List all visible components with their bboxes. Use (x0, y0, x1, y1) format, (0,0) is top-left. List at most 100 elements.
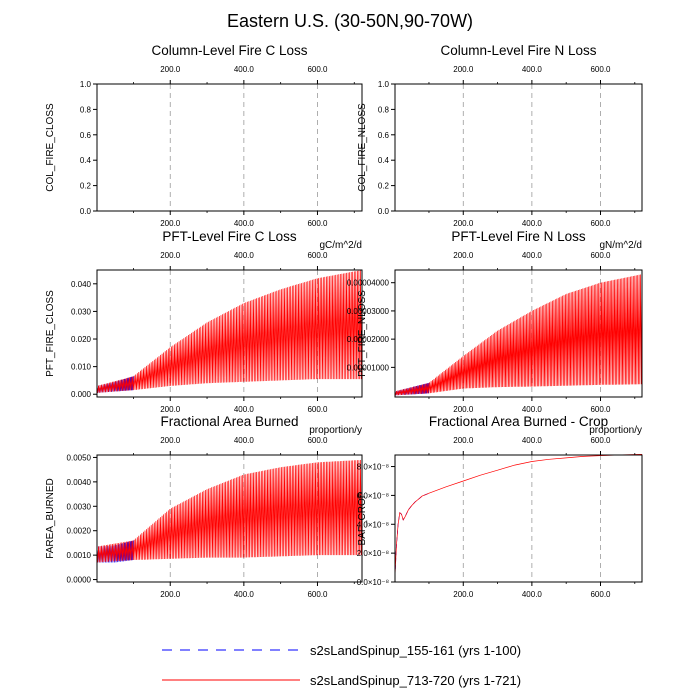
x-tick-label-top: 400.0 (234, 65, 255, 74)
figure-title: Eastern U.S. (30-50N,90-70W) (227, 11, 473, 31)
x-tick-label-bottom: 200.0 (160, 405, 181, 414)
x-tick-label-top: 600.0 (590, 65, 611, 74)
x-tick-label-bottom: 200.0 (453, 590, 474, 599)
y-axis-label: BAF_CROP (357, 491, 368, 545)
y-tick-label: 0.0 (80, 207, 92, 216)
y-axis-label: PFT_FIRE_CLOSS (45, 290, 56, 377)
y-tick-label: 0.0040 (67, 478, 92, 487)
x-tick-label-top: 600.0 (307, 251, 328, 260)
series-line-2 (394, 274, 643, 396)
x-tick-label-bottom: 400.0 (522, 590, 543, 599)
legend: s2sLandSpinup_155-161 (yrs 1-100) s2sLan… (162, 643, 521, 688)
x-tick-label-bottom: 600.0 (590, 590, 611, 599)
y-tick-label: 0.4 (378, 156, 390, 165)
x-tick-label-top: 200.0 (160, 251, 181, 260)
legend-item-1: s2sLandSpinup_155-161 (yrs 1-100) (162, 643, 521, 658)
series-line-2 (96, 459, 363, 563)
x-tick-label-top: 400.0 (522, 65, 543, 74)
series-line-2 (96, 269, 363, 393)
panel-title: Fractional Area Burned (160, 414, 298, 429)
x-tick-label-top: 200.0 (453, 436, 474, 445)
y-tick-label: 0.00004000 (347, 279, 390, 288)
panels: Column-Level Fire C Loss 200.0 200.0 400.0 4… (45, 43, 643, 599)
x-tick-label-top: 200.0 (160, 436, 181, 445)
units-label: gN/m^2/d (600, 240, 643, 251)
y-tick-label: 0.030 (71, 307, 92, 316)
x-tick-label-bottom: 400.0 (234, 219, 255, 228)
x-tick-label-top: 400.0 (522, 436, 543, 445)
panel-3: PFT-Level Fire C Loss gC/m^2/d 200.0 200.0 4… (45, 229, 363, 414)
panel-title: Column-Level Fire N Loss (440, 43, 596, 58)
x-tick-label-bottom: 600.0 (307, 219, 328, 228)
panel-2: Column-Level Fire N Loss 200.0 200.0 400.0 4… (357, 43, 643, 228)
series-group (394, 453, 643, 577)
x-tick-label-top: 600.0 (307, 65, 328, 74)
panel-6: Fractional Area Burned - Cropproportion/… (357, 414, 643, 599)
x-tick-label-top: 200.0 (160, 65, 181, 74)
plot-frame (394, 454, 643, 583)
legend-label-1: s2sLandSpinup_155-161 (yrs 1-100) (310, 643, 521, 658)
panel-title: PFT-Level Fire C Loss (162, 229, 297, 244)
panel-1: Column-Level Fire C Loss 200.0 200.0 400.0 4… (45, 43, 363, 228)
x-tick-label-bottom: 400.0 (234, 405, 255, 414)
series-group (96, 459, 363, 563)
y-tick-label: 6.0×10⁻⁸ (357, 491, 389, 500)
x-tick-label-top: 400.0 (234, 251, 255, 260)
x-tick-label-bottom: 600.0 (590, 219, 611, 228)
y-tick-label: 0.4 (80, 156, 92, 165)
y-tick-label: 0.040 (71, 280, 92, 289)
panel-4: PFT-Level Fire N Loss gN/m^2/d 200.0 200.0 4… (347, 229, 643, 414)
y-tick-label: 0.0×10⁻⁸ (357, 578, 389, 587)
x-tick-label-top: 200.0 (453, 65, 474, 74)
legend-label-2: s2sLandSpinup_713-720 (yrs 1-721) (310, 673, 521, 688)
x-tick-label-top: 200.0 (453, 251, 474, 260)
plot-frame (394, 269, 643, 398)
y-tick-label: 0.0050 (67, 453, 92, 462)
x-tick-label-bottom: 400.0 (522, 219, 543, 228)
legend-item-2: s2sLandSpinup_713-720 (yrs 1-721) (162, 673, 521, 688)
units-label: proportion/y (589, 425, 642, 436)
plot-frame (96, 269, 363, 398)
y-tick-label: 0.020 (71, 335, 92, 344)
units-label: gC/m^2/d (320, 240, 363, 251)
units-label: proportion/y (309, 425, 362, 436)
x-tick-label-bottom: 200.0 (160, 590, 181, 599)
series-group (394, 274, 643, 396)
x-tick-label-top: 600.0 (590, 251, 611, 260)
x-tick-label-bottom: 200.0 (160, 219, 181, 228)
plot-frame (96, 454, 363, 583)
panel-title: PFT-Level Fire N Loss (451, 229, 586, 244)
y-axis-label: PFT_FIRE_NLOSS (357, 290, 368, 377)
y-tick-label: 0.8 (378, 105, 390, 114)
x-tick-label-bottom: 600.0 (307, 590, 328, 599)
y-axis-label: FAREA_BURNED (45, 478, 56, 559)
y-tick-label: 0.000 (71, 390, 92, 399)
y-tick-label: 0.6 (80, 131, 92, 140)
x-tick-label-top: 400.0 (234, 436, 255, 445)
y-tick-label: 0.8 (80, 105, 92, 114)
y-tick-label: 0.6 (378, 131, 390, 140)
x-tick-label-bottom: 400.0 (234, 590, 255, 599)
y-tick-label: 0.0 (378, 207, 390, 216)
y-tick-label: 1.0 (80, 80, 92, 89)
series-group (96, 269, 363, 393)
y-axis-label: COL_FIRE_NLOSS (357, 103, 368, 192)
x-tick-label-top: 400.0 (522, 251, 543, 260)
x-tick-label-bottom: 400.0 (522, 405, 543, 414)
y-tick-label: 0.0010 (67, 551, 92, 560)
x-tick-label-bottom: 200.0 (453, 219, 474, 228)
y-tick-label: 0.0000 (67, 576, 92, 585)
panel-title: Column-Level Fire C Loss (151, 43, 307, 58)
y-tick-label: 8.0×10⁻⁸ (357, 463, 389, 472)
y-tick-label: 0.0030 (67, 502, 92, 511)
panel-5: Fractional Area Burned proportion/y 200.0 2… (45, 414, 363, 599)
x-tick-label-bottom: 600.0 (590, 405, 611, 414)
panel-title: Fractional Area Burned - Crop (429, 414, 608, 429)
y-tick-label: 0.00001000 (347, 363, 390, 372)
y-axis-label: COL_FIRE_CLOSS (45, 103, 56, 192)
plot-frame (394, 83, 643, 212)
plot-frame (96, 83, 363, 212)
y-tick-label: 1.0 (378, 80, 390, 89)
x-tick-label-top: 600.0 (307, 436, 328, 445)
